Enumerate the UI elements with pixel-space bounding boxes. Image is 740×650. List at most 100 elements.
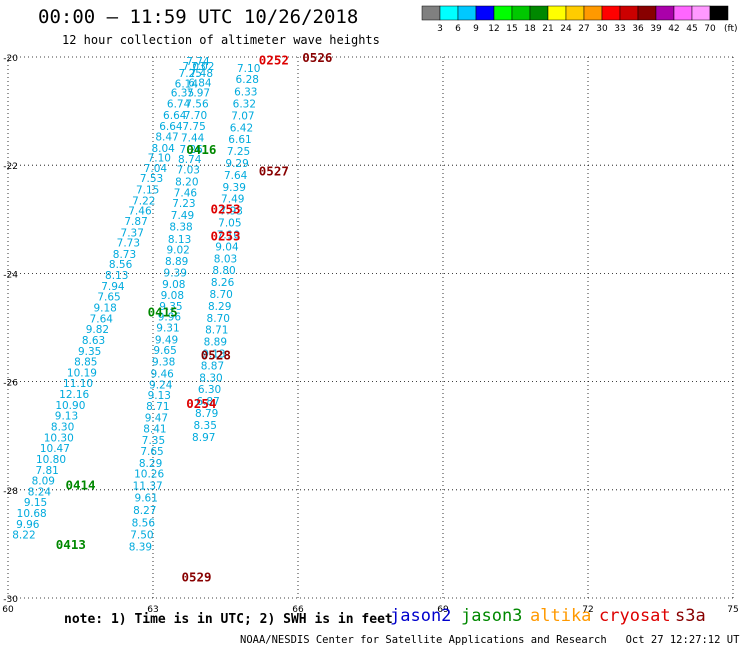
x-tick-label: 63 <box>147 605 158 615</box>
swh-value: 6.64 <box>163 110 187 122</box>
swh-value: 8.29 <box>208 301 231 313</box>
color-scale-label: 39 <box>650 24 662 34</box>
swh-value: 7.49 <box>171 210 194 222</box>
swh-value: 8.24 <box>28 486 52 498</box>
chart-title: 00:00 – 11:59 UTC 10/26/2018 <box>38 6 359 28</box>
swh-value: 8.22 <box>12 530 35 542</box>
swh-value: 8.41 <box>143 424 166 436</box>
swh-value: 8.29 <box>139 458 162 470</box>
legend-jason3: jason3 <box>461 606 523 626</box>
pass-time-label: 0253 <box>210 201 240 216</box>
swh-value: 7.05 <box>218 218 241 230</box>
swh-value: 9.39 <box>164 267 187 279</box>
color-scale-label: 9 <box>473 24 479 34</box>
pass-time-label: 0526 <box>302 50 332 65</box>
swh-value: 8.73 <box>113 249 136 261</box>
swh-value: 7.64 <box>90 313 114 325</box>
swh-value: 8.09 <box>32 476 55 488</box>
swh-value: 9.35 <box>159 301 182 313</box>
color-scale-label: 3 <box>437 24 443 34</box>
swh-value: 8.74 <box>178 154 202 166</box>
swh-value: 8.97 <box>192 432 215 444</box>
swh-value: 9.38 <box>152 357 175 369</box>
swh-value: 8.30 <box>199 372 222 384</box>
swh-value: 7.35 <box>142 435 165 447</box>
swh-value: 6.42 <box>230 122 253 134</box>
swh-value: 9.46 <box>150 368 174 380</box>
swh-value: 7.70 <box>184 110 207 122</box>
pass-time-label: 0416 <box>186 142 216 157</box>
swh-value: 8.79 <box>195 408 218 420</box>
swh-value: 10.90 <box>55 400 85 412</box>
swh-value: 8.13 <box>168 234 191 246</box>
y-tick-label: -24 <box>3 270 18 280</box>
swh-value: 6.30 <box>198 384 221 396</box>
swh-value: 7.49 <box>221 194 244 206</box>
swh-value: 10.30 <box>44 432 74 444</box>
swh-value: 6.32 <box>233 99 256 111</box>
swh-value: 10.68 <box>17 508 47 520</box>
swh-value: 9.08 <box>161 290 184 302</box>
swh-value: 8.30 <box>51 422 74 434</box>
swh-value: 7.48 <box>190 68 213 80</box>
credit-line: NOAA/NESDIS Center for Satellite Applica… <box>240 634 740 646</box>
y-tick-label: -28 <box>3 487 18 497</box>
swh-value: 9.96 <box>16 519 40 531</box>
swh-value: 9.02 <box>166 245 189 257</box>
swh-value: 9.96 <box>158 312 182 324</box>
swh-value: 9.65 <box>153 345 176 357</box>
swh-value: 9.13 <box>202 348 225 360</box>
y-tick-label: -22 <box>3 162 18 172</box>
legend-jason2: jason2 <box>390 606 452 626</box>
swh-value: 9.18 <box>93 302 116 314</box>
swh-value: 8.27 <box>133 505 156 517</box>
swh-value: 8.03 <box>214 253 237 265</box>
swh-value: 8.38 <box>169 221 192 233</box>
pass-time-label: 0413 <box>56 537 86 552</box>
swh-value: 9.82 <box>86 324 109 336</box>
swh-value: 7.26 <box>179 144 203 156</box>
color-scale-label: 33 <box>614 24 625 34</box>
x-tick-label: 72 <box>582 605 593 615</box>
color-scale-label: 42 <box>668 24 679 34</box>
swh-value: 11.37 <box>133 480 163 492</box>
swh-value: 10.80 <box>36 454 66 466</box>
swh-value: 7.81 <box>35 465 58 477</box>
swh-value: 6.64 <box>159 121 183 133</box>
swh-value: 9.29 <box>225 158 248 170</box>
swh-value: 9.13 <box>55 411 78 423</box>
swh-value: 7.23 <box>172 198 195 210</box>
swh-value: 7.65 <box>140 446 163 458</box>
swh-value: 11.10 <box>63 378 93 390</box>
swh-value: 6.14 <box>175 79 199 91</box>
swh-value: 7.87 <box>124 216 147 228</box>
swh-value: 7.94 <box>101 281 125 293</box>
x-tick-label: 66 <box>292 605 304 615</box>
swh-value: 9.08 <box>162 279 185 291</box>
swh-value: 8.87 <box>201 360 224 372</box>
swh-value: 9.15 <box>24 497 47 509</box>
swh-value: 7.75 <box>182 121 205 133</box>
swh-value: 8.71 <box>146 401 169 413</box>
swh-value: 8.39 <box>129 542 152 554</box>
color-scale-label: 24 <box>560 24 572 34</box>
color-scale: 3 6 9 12 15 18 21 24 27 30 33 36 39 42 45 70 (ft) <box>421 5 738 34</box>
swh-value: 8.70 <box>209 289 232 301</box>
color-scale-label: 36 <box>632 24 644 34</box>
swh-value: 7.10 <box>148 153 171 165</box>
swh-value: 7.50 <box>130 530 153 542</box>
swh-value: 9.47 <box>145 412 168 424</box>
swh-value: 10.26 <box>134 469 164 481</box>
pass-time-label: 0529 <box>181 569 211 584</box>
color-scale-label: 12 <box>488 24 499 34</box>
swh-value: 7.74 <box>186 56 210 68</box>
pass-time-label: 0253 <box>210 229 240 244</box>
swh-value: 6.74 <box>167 99 191 111</box>
swh-value: 7.93 <box>220 206 243 218</box>
y-tick-label: -26 <box>3 379 18 389</box>
x-tick-label: 75 <box>727 605 738 615</box>
swh-value: 7.46 <box>174 187 198 199</box>
legend-cryosat: cryosat <box>599 606 671 626</box>
color-scale-label: 30 <box>596 24 608 34</box>
swh-value: 9.61 <box>135 492 158 504</box>
